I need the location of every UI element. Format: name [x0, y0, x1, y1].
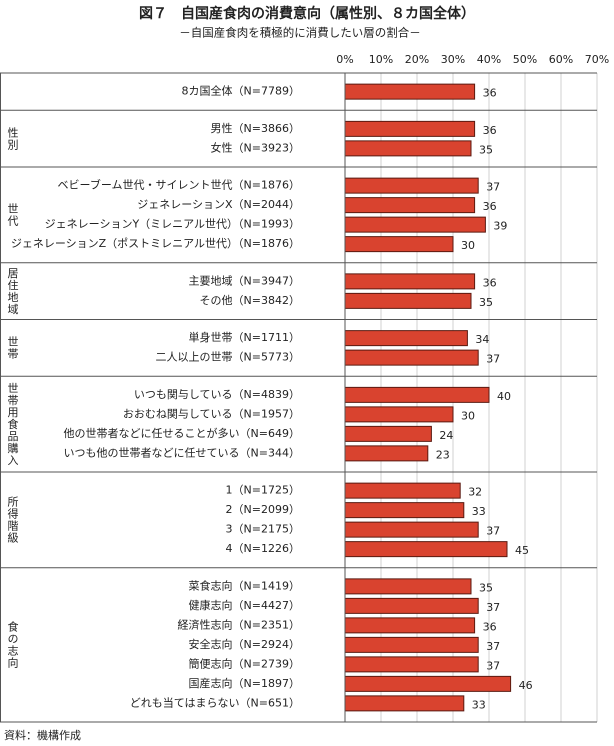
category-label: ベビーブーム世代・サイレント世代（N=1876）: [58, 178, 300, 192]
category-label: おおむね関与している（N=1957）: [123, 407, 300, 420]
bar: [344, 521, 479, 538]
bar: [344, 617, 476, 634]
category-label: どれも当てはまらない（N=651）: [130, 695, 300, 709]
category-label: 男性（N=3866）: [211, 121, 300, 135]
chart-title: 図７ 自国産食肉の消費意向（属性別、８カ国全体）: [139, 5, 475, 22]
category-label: 主要地域（N=3947）: [189, 274, 300, 287]
bar: [344, 636, 479, 653]
bar: [344, 273, 476, 290]
x-tick-label: 50%: [513, 53, 537, 66]
value-label: 32: [468, 486, 482, 499]
value-label: 33: [472, 505, 486, 518]
x-tick-label: 40%: [477, 53, 501, 66]
category-label: 2（N=2099）: [226, 503, 300, 516]
category-label: 女性（N=3923）: [211, 140, 300, 154]
group-label: 世代: [6, 203, 19, 227]
chart-subtitle: －自国産食肉を積極的に消費したい層の割合－: [179, 26, 421, 40]
bar: [344, 541, 508, 558]
value-label: 45: [515, 544, 529, 557]
bar: [344, 177, 479, 194]
value-label: 35: [479, 143, 493, 156]
value-label: 30: [461, 239, 475, 252]
value-label: 40: [497, 390, 511, 403]
value-label: 36: [483, 87, 497, 100]
category-label: その他（N=3842）: [200, 294, 300, 307]
group-label: 食の志向: [6, 620, 19, 669]
x-tick-label: 20%: [405, 53, 429, 66]
category-label: 他の世帯者などに任せることが多い（N=649）: [64, 426, 300, 440]
value-label: 46: [519, 679, 533, 692]
category-label: ジェネレーションZ（ポストミレニアル世代）（N=1876）: [11, 237, 300, 250]
group-label: 所得階級: [6, 496, 19, 544]
bar: [344, 482, 461, 499]
value-label: 37: [486, 525, 500, 538]
category-label: 3（N=2175）: [226, 523, 300, 536]
value-label: 24: [439, 429, 453, 442]
group-label: 居住地域: [6, 267, 19, 315]
category-label: 二人以上の世帯（N=5773）: [156, 351, 300, 364]
category-label: 国産志向（N=1897）: [189, 676, 300, 690]
category-label: 簡便志向（N=2739）: [189, 656, 300, 670]
category-label: 単身世帯（N=1711）: [189, 330, 300, 344]
value-label: 37: [486, 181, 500, 194]
category-label: 菜食志向（N=1419）: [189, 578, 300, 592]
value-label: 30: [461, 409, 475, 422]
group-label: 世帯用食品購入: [6, 382, 19, 466]
value-label: 36: [483, 124, 497, 137]
x-tick-label: 60%: [549, 53, 573, 66]
source-note: 資料：機構作成: [4, 728, 81, 742]
category-label: 経済性志向（N=2351）: [178, 617, 300, 631]
bar: [344, 349, 479, 366]
category-label: 4（N=1226）: [226, 542, 300, 555]
category-label: いつも他の世帯者などに任せている（N=344）: [64, 446, 300, 459]
value-label: 36: [483, 200, 497, 213]
bar: [344, 425, 432, 442]
x-tick-label: 0%: [336, 53, 353, 66]
category-label: いつも関与している（N=4839）: [134, 388, 300, 401]
bar: [344, 292, 472, 309]
bar: [344, 445, 429, 462]
value-label: 35: [479, 296, 493, 309]
category-label: ジェネレーションX（N=2044）: [137, 198, 300, 211]
bar: [344, 406, 454, 423]
bar: [344, 120, 476, 137]
value-label: 37: [486, 601, 500, 614]
x-tick-label: 70%: [585, 53, 609, 66]
value-label: 36: [483, 276, 497, 289]
value-label: 37: [486, 640, 500, 653]
value-label: 37: [486, 659, 500, 672]
x-tick-label: 10%: [369, 53, 393, 66]
bar: [344, 83, 476, 100]
bar: [344, 656, 479, 673]
bar: [344, 216, 486, 233]
value-label: 37: [486, 353, 500, 366]
bar: [344, 597, 479, 614]
category-label: 安全志向（N=2924）: [189, 637, 300, 651]
value-label: 33: [472, 698, 486, 711]
value-label: 34: [475, 333, 489, 346]
bar: [344, 140, 472, 157]
bar: [344, 502, 465, 519]
bar: [344, 386, 490, 403]
bar: [344, 578, 472, 595]
value-label: 39: [493, 220, 507, 233]
category-label: 健康志向（N=4427）: [189, 598, 300, 612]
x-tick-label: 30%: [441, 53, 465, 66]
bar: [344, 197, 476, 214]
bar: [344, 675, 512, 692]
group-label: 世帯: [6, 336, 19, 360]
value-label: 35: [479, 581, 493, 594]
group-label: 性別: [6, 125, 19, 150]
bar: [344, 695, 465, 712]
value-label: 23: [436, 448, 450, 461]
category-label: 8カ国全体（N=7789）: [182, 84, 300, 98]
value-label: 36: [483, 620, 497, 633]
category-label: ジェネレーションY（ミレニアル世代）（N=1993）: [45, 218, 300, 231]
bar: [344, 330, 468, 347]
bar: [344, 236, 454, 253]
category-label: 1（N=1725）: [226, 484, 300, 497]
